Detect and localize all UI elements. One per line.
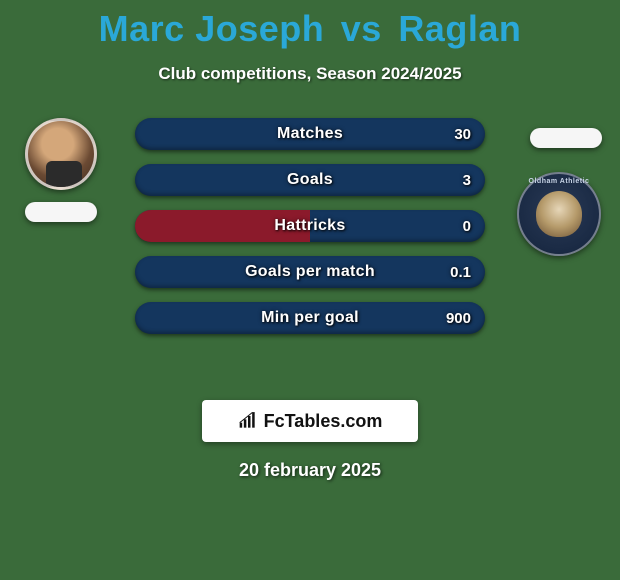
- bar-label: Hattricks: [274, 217, 345, 235]
- left-avatar-column: [6, 118, 116, 222]
- date-line: 20 february 2025: [0, 460, 620, 481]
- stat-bar: Goals 3: [135, 164, 485, 196]
- club-crest: Oldham Athletic: [517, 172, 601, 256]
- bar-label: Min per goal: [261, 309, 359, 327]
- season-subtitle: Club competitions, Season 2024/2025: [0, 64, 620, 84]
- bar-value-right: 3: [463, 172, 471, 189]
- stadium-pill-left: [25, 202, 97, 222]
- barchart-icon: [238, 411, 258, 431]
- player-2-name: Raglan: [398, 8, 521, 49]
- stat-bar: Min per goal 900: [135, 302, 485, 334]
- player-comparison-card: Marc Joseph vs Raglan Club competitions,…: [0, 0, 620, 580]
- bar-value-right: 30: [454, 126, 471, 143]
- bar-label: Goals: [287, 171, 333, 189]
- comparison-body: Oldham Athletic Matches 30 Goals 3 Hattr…: [0, 118, 620, 378]
- player-1-avatar: [25, 118, 97, 190]
- stat-bars: Matches 30 Goals 3 Hattricks 0 Goals per…: [135, 118, 485, 334]
- bar-value-right: 900: [446, 310, 471, 327]
- bar-label: Goals per match: [245, 263, 375, 281]
- stat-bar: Hattricks 0: [135, 210, 485, 242]
- right-avatar-column: Oldham Athletic: [504, 118, 614, 256]
- stat-bar: Goals per match 0.1: [135, 256, 485, 288]
- bar-value-right: 0.1: [450, 264, 471, 281]
- vs-word: vs: [341, 8, 382, 49]
- club-crest-label: Oldham Athletic: [529, 178, 590, 185]
- player-1-name: Marc Joseph: [99, 8, 325, 49]
- bar-value-right: 0: [463, 218, 471, 235]
- brand-box[interactable]: FcTables.com: [202, 400, 418, 442]
- brand-text: FcTables.com: [264, 411, 383, 432]
- comparison-title: Marc Joseph vs Raglan: [0, 0, 620, 50]
- owl-icon: [536, 191, 582, 237]
- bar-label: Matches: [277, 125, 343, 143]
- stat-bar: Matches 30: [135, 118, 485, 150]
